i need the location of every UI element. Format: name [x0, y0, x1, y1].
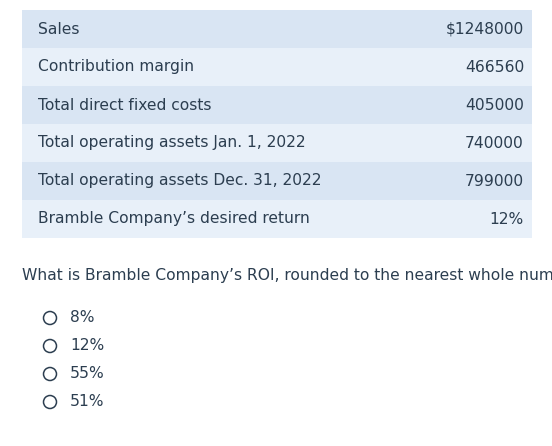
Bar — [22, 86, 532, 124]
Text: 740000: 740000 — [465, 136, 524, 150]
Text: What is Bramble Company’s ROI, rounded to the nearest whole number?: What is Bramble Company’s ROI, rounded t… — [22, 268, 552, 283]
Bar — [22, 200, 532, 238]
Text: 8%: 8% — [70, 310, 94, 326]
Text: Total operating assets Jan. 1, 2022: Total operating assets Jan. 1, 2022 — [38, 136, 306, 150]
Text: Contribution margin: Contribution margin — [38, 59, 194, 74]
Text: 405000: 405000 — [465, 98, 524, 112]
Text: 12%: 12% — [70, 339, 104, 354]
Bar — [22, 10, 532, 48]
Bar — [22, 124, 532, 162]
Bar — [22, 48, 532, 86]
Text: Total direct fixed costs: Total direct fixed costs — [38, 98, 211, 112]
Text: Total operating assets Dec. 31, 2022: Total operating assets Dec. 31, 2022 — [38, 173, 321, 189]
Bar — [22, 162, 532, 200]
Text: 799000: 799000 — [465, 173, 524, 189]
Text: $1248000: $1248000 — [446, 21, 524, 37]
Text: 12%: 12% — [490, 211, 524, 227]
Text: Sales: Sales — [38, 21, 79, 37]
Text: Bramble Company’s desired return: Bramble Company’s desired return — [38, 211, 310, 227]
Text: 51%: 51% — [70, 395, 104, 409]
Text: 55%: 55% — [70, 367, 105, 381]
Text: 466560: 466560 — [465, 59, 524, 74]
